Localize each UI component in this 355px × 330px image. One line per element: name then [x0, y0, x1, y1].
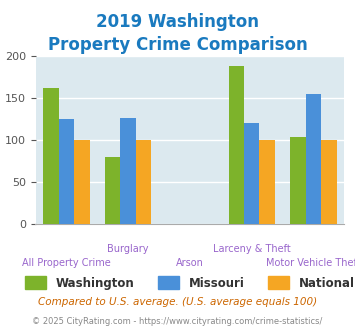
Text: Property Crime Comparison: Property Crime Comparison [48, 36, 307, 54]
Text: Motor Vehicle Theft: Motor Vehicle Theft [266, 258, 355, 268]
Bar [74, 140, 89, 224]
Bar [59, 119, 74, 224]
Legend: Washington, Missouri, National: Washington, Missouri, National [20, 272, 355, 294]
Bar [260, 140, 275, 224]
Text: Larceny & Theft: Larceny & Theft [213, 244, 291, 254]
Text: Arson: Arson [176, 258, 204, 268]
Text: All Property Crime: All Property Crime [22, 258, 111, 268]
Bar [229, 66, 244, 224]
Text: Burglary: Burglary [108, 244, 149, 254]
Bar [43, 88, 59, 224]
Bar [136, 140, 151, 224]
Text: Compared to U.S. average. (U.S. average equals 100): Compared to U.S. average. (U.S. average … [38, 297, 317, 307]
Bar [321, 140, 337, 224]
Bar [306, 94, 321, 224]
Text: 2019 Washington: 2019 Washington [96, 13, 259, 31]
Bar [290, 137, 306, 224]
Bar [105, 157, 120, 224]
Bar [244, 123, 260, 224]
Bar [120, 118, 136, 224]
Text: © 2025 CityRating.com - https://www.cityrating.com/crime-statistics/: © 2025 CityRating.com - https://www.city… [32, 317, 323, 326]
